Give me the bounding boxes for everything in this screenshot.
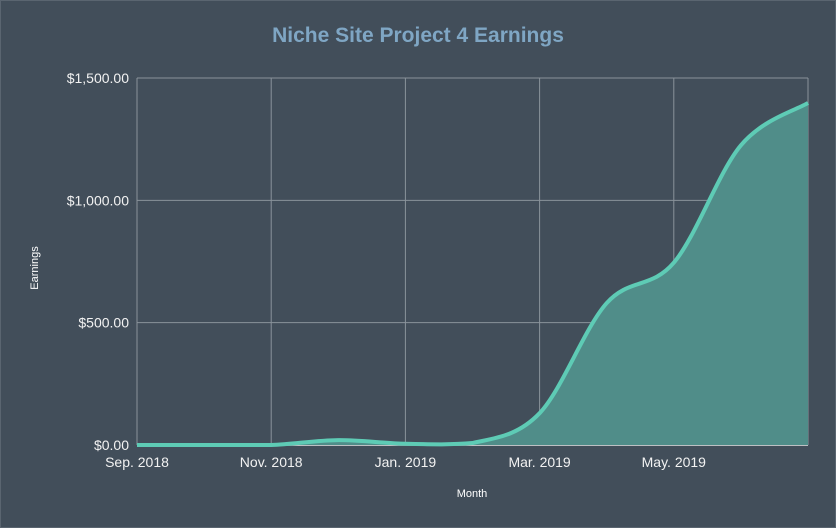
area-fill xyxy=(137,102,808,446)
x-tick-label: Nov. 2018 xyxy=(240,454,303,470)
x-tick-label: Sep. 2018 xyxy=(105,454,169,470)
y-tick-label: $500.00 xyxy=(78,315,129,331)
series-line xyxy=(137,101,810,448)
x-tick-label: May. 2019 xyxy=(642,454,707,470)
chart-title: Niche Site Project 4 Earnings xyxy=(272,24,564,47)
y-tick-label: $0.00 xyxy=(94,437,129,453)
y-tick-label: $1,500.00 xyxy=(67,70,129,86)
y-tick-label: $1,000.00 xyxy=(67,192,129,208)
x-tick-label: Mar. 2019 xyxy=(508,454,570,470)
y-axis-label: Earnings xyxy=(29,246,41,290)
x-tick-label: Jan. 2019 xyxy=(375,454,437,470)
x-axis-label: Month xyxy=(457,488,488,500)
